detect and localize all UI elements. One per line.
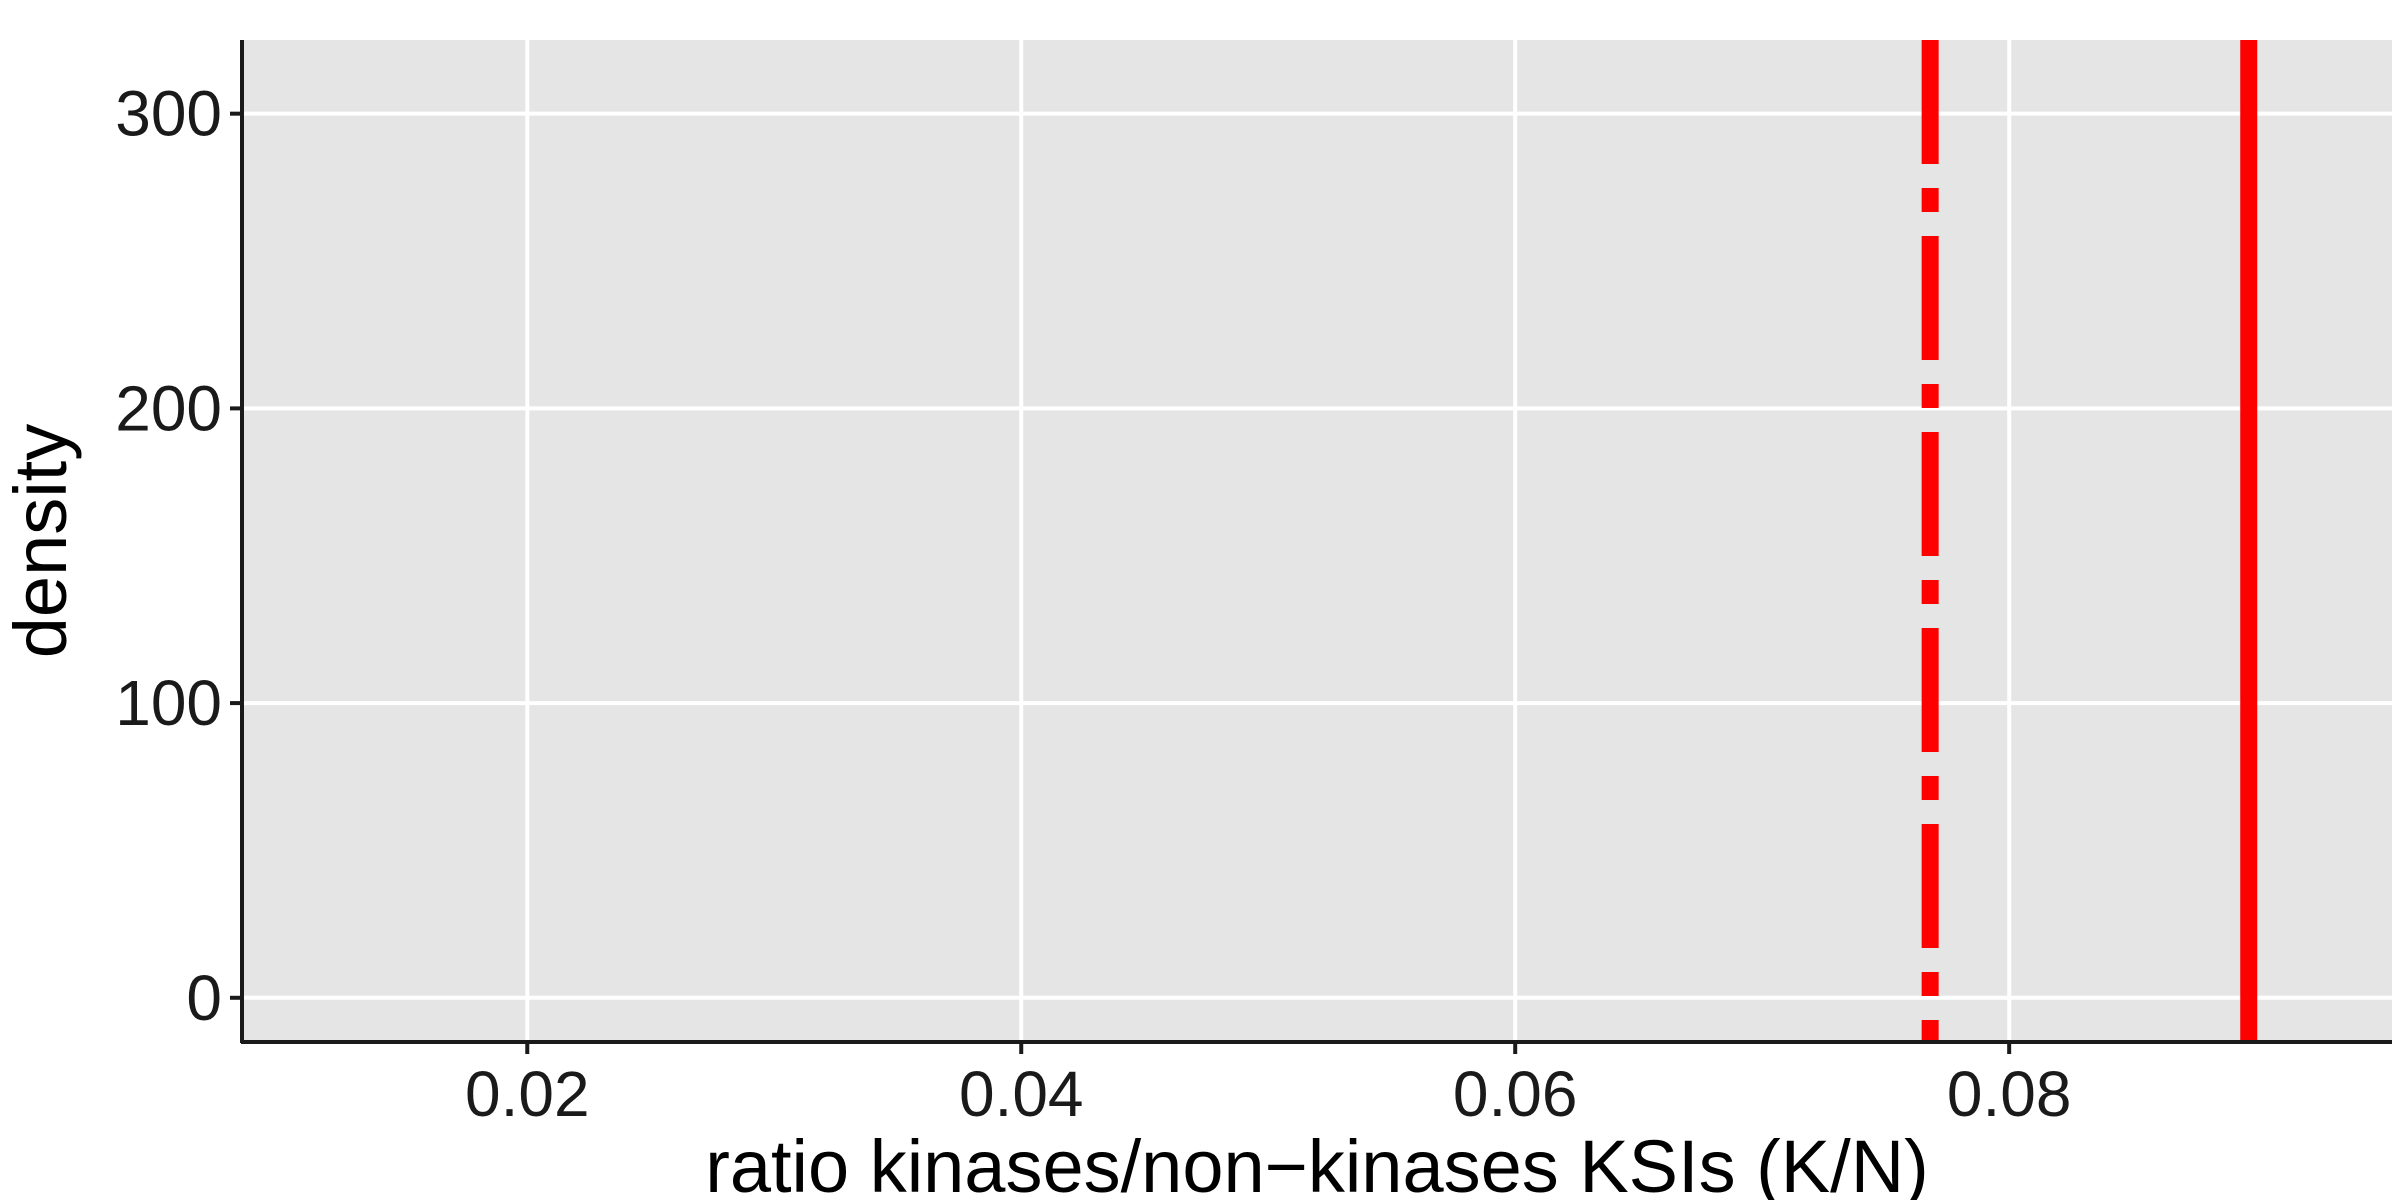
x-axis-title: ratio kinases/non−kinases KSIs (K/N) — [705, 1125, 1929, 1200]
y-axis-title: density — [0, 424, 82, 658]
axes — [230, 40, 2392, 1054]
y-tick-label: 100 — [115, 667, 222, 739]
y-tick-label: 300 — [115, 78, 222, 150]
reference-lines — [1921, 40, 2258, 1042]
x-tick-label: 0.04 — [959, 1058, 1084, 1130]
x-tick-label: 0.06 — [1453, 1058, 1578, 1130]
tick-labels: 0.02 0.04 0.06 0.08 0 100 200 300 — [115, 78, 2071, 1130]
x-tick-label: 0.02 — [465, 1058, 590, 1130]
x-tick-label: 0.08 — [1947, 1058, 2072, 1130]
grid-lines — [242, 40, 2392, 1042]
y-tick-label: 200 — [115, 372, 222, 444]
y-tick-label: 0 — [186, 962, 222, 1034]
panel-background — [242, 40, 2392, 1042]
